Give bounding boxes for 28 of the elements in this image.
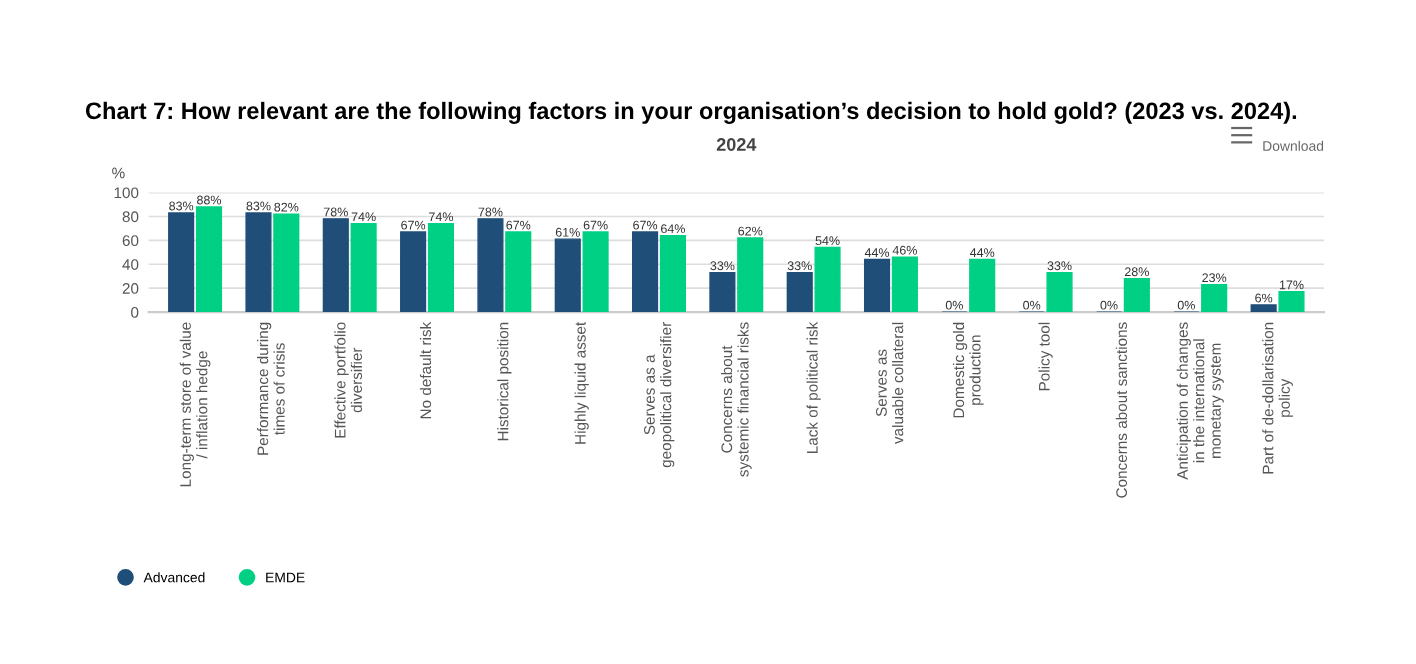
bar bbox=[427, 222, 455, 313]
bar bbox=[273, 213, 300, 313]
bar bbox=[632, 231, 659, 313]
bar bbox=[168, 212, 195, 313]
bar bbox=[350, 222, 377, 313]
bar bbox=[969, 258, 996, 313]
bar bbox=[737, 237, 764, 313]
bar bbox=[400, 231, 427, 313]
bar bbox=[1046, 271, 1073, 313]
bar bbox=[1250, 304, 1277, 313]
bar bbox=[1201, 283, 1228, 313]
bar bbox=[814, 246, 841, 313]
bar bbox=[891, 256, 918, 313]
bar bbox=[554, 238, 581, 313]
bar bbox=[1123, 277, 1150, 313]
bar bbox=[582, 231, 609, 313]
bar bbox=[477, 218, 504, 313]
bar bbox=[1278, 291, 1305, 313]
bar bbox=[505, 231, 532, 313]
chart-subtitle: 2024 bbox=[716, 138, 757, 151]
bar bbox=[863, 258, 891, 313]
bar bbox=[195, 206, 223, 313]
bar bbox=[245, 212, 272, 313]
bar bbox=[709, 271, 736, 313]
bar bbox=[786, 271, 813, 313]
chart-title: Chart 7: How relevant are the following factors in your organisation’s decision to hold gold? (2023 vs. 2024). bbox=[85, 101, 1297, 124]
bar bbox=[659, 234, 686, 313]
bar bbox=[322, 218, 349, 313]
